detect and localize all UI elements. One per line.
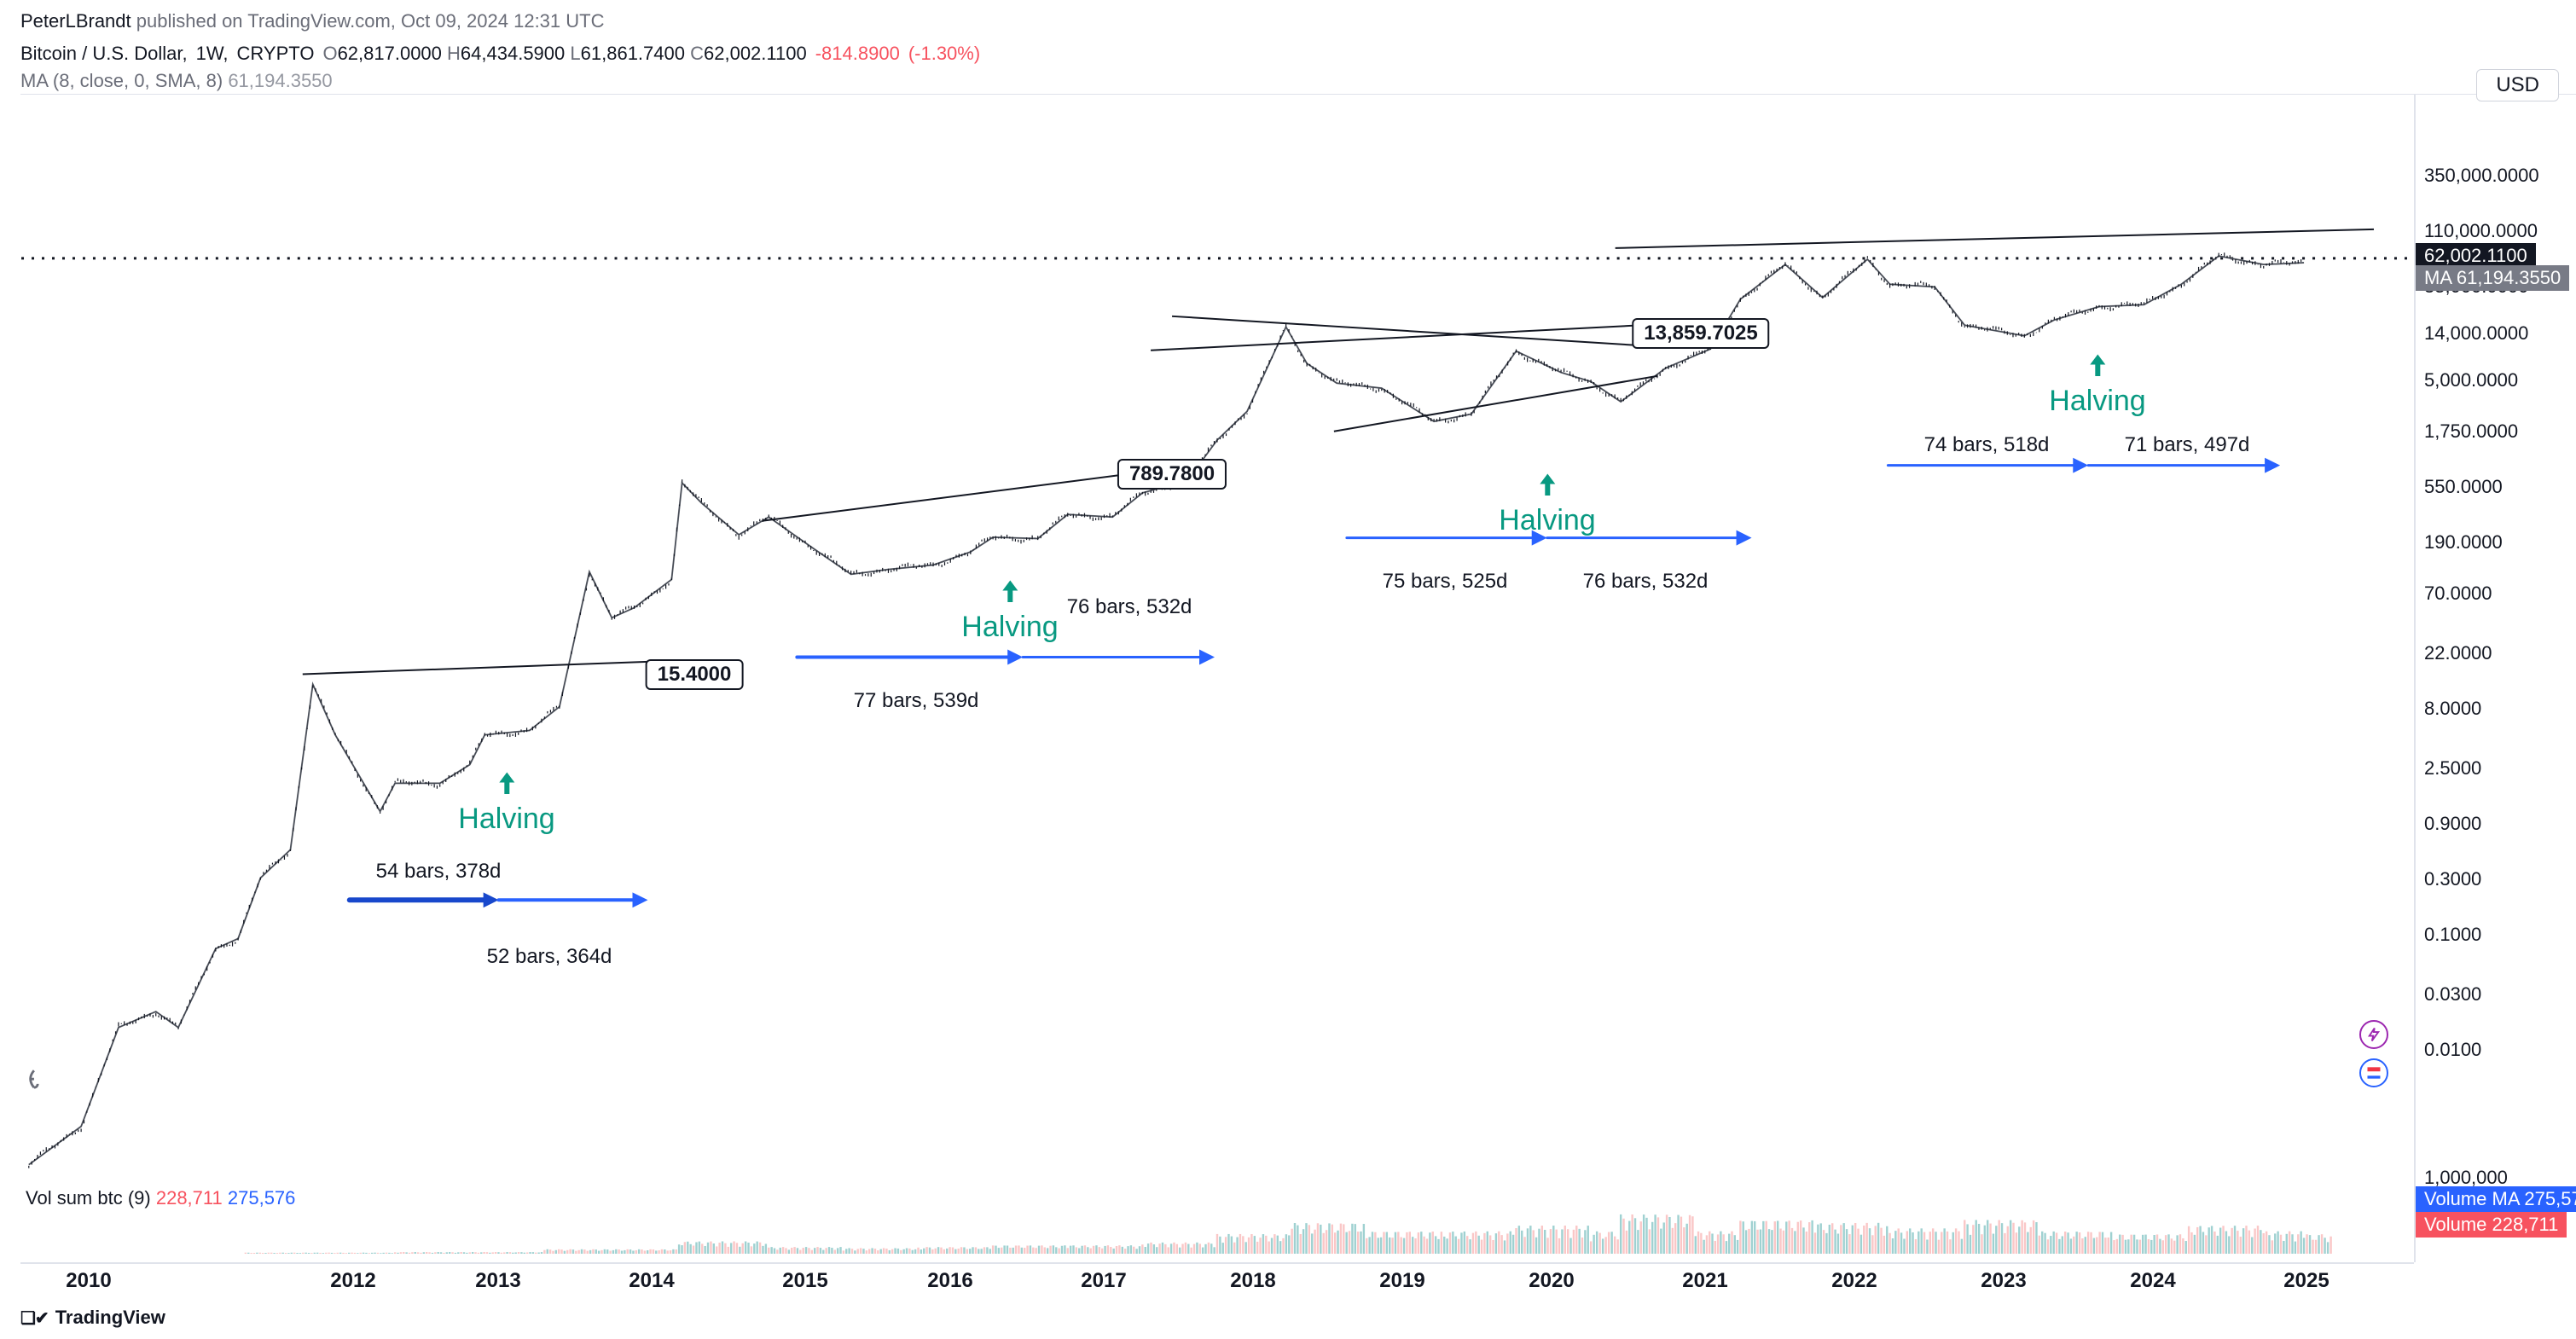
x-tick: 2024 <box>2130 1269 2175 1293</box>
price-plot[interactable]: Vol sum btc (9) 228,711 275,576 15.4000 7… <box>20 95 2414 1262</box>
vol-label: Vol sum btc (9) <box>26 1187 151 1209</box>
y-tick: 0.3000 <box>2424 868 2481 890</box>
price-tag: Volume MA 275,576 <box>2416 1186 2576 1212</box>
change: -814.8900 <box>815 43 900 65</box>
footer: ❏✔ TradingView <box>20 1307 165 1329</box>
bars-label: 52 bars, 364d <box>479 943 620 971</box>
y-tick: 0.0300 <box>2424 983 2481 1006</box>
bars-label: 54 bars, 378d <box>368 858 509 885</box>
flag-icon[interactable] <box>2359 1058 2388 1087</box>
flash-icon[interactable] <box>2359 1020 2388 1049</box>
y-tick: 1,750.0000 <box>2424 420 2518 443</box>
y-tick: 0.0100 <box>2424 1039 2481 1061</box>
y-tick: 550.0000 <box>2424 476 2503 498</box>
ma-label[interactable]: MA (8, close, 0, SMA, 8) <box>20 70 223 91</box>
price-box-label: 15.4000 <box>646 659 744 690</box>
ma-value: 61,194.3550 <box>228 70 332 91</box>
x-tick: 2018 <box>1230 1269 1275 1293</box>
y-axis[interactable]: USD 350,000.0000110,000.000035,000.00001… <box>2414 95 2576 1262</box>
x-tick: 2023 <box>1981 1269 2026 1293</box>
ma-row: MA (8, close, 0, SMA, 8) 61,194.3550 <box>0 68 2576 97</box>
vol-value-1: 228,711 <box>156 1187 223 1209</box>
y-tick: 110,000.0000 <box>2424 220 2538 242</box>
author: PeterLBrandt <box>20 10 131 32</box>
bars-label: 76 bars, 532d <box>1059 594 1200 621</box>
symbol-info-row: Bitcoin / U.S. Dollar, 1W, CRYPTO O62,81… <box>0 39 2576 68</box>
bars-label: 71 bars, 497d <box>2117 432 2258 459</box>
symbol-pair[interactable]: Bitcoin / U.S. Dollar, <box>20 43 188 65</box>
halving-marker: Halving <box>458 768 554 836</box>
x-tick: 2022 <box>1831 1269 1877 1293</box>
change-pct: (-1.30%) <box>908 43 980 65</box>
y-tick: 70.0000 <box>2424 583 2492 605</box>
x-tick: 2021 <box>1682 1269 1727 1293</box>
y-tick: 350,000.0000 <box>2424 165 2539 187</box>
bars-label: 74 bars, 518d <box>1917 432 2057 459</box>
vol-value-2: 275,576 <box>228 1187 296 1209</box>
published-on: published on TradingView.com, <box>136 10 396 32</box>
price-tag: Volume 228,711 <box>2416 1212 2567 1238</box>
y-tick: 22.0000 <box>2424 642 2492 664</box>
halving-marker: Halving <box>2049 351 2145 418</box>
x-tick: 2013 <box>475 1269 520 1293</box>
x-tick: 2015 <box>782 1269 827 1293</box>
chart-svg <box>20 95 2414 1262</box>
y-tick: 0.1000 <box>2424 924 2481 946</box>
y-tick: 0.9000 <box>2424 813 2481 835</box>
measure-tool-icon[interactable] <box>26 1067 55 1100</box>
x-tick: 2010 <box>66 1269 111 1293</box>
x-tick: 2016 <box>927 1269 972 1293</box>
x-tick: 2012 <box>330 1269 375 1293</box>
halving-marker: Halving <box>1499 470 1595 537</box>
y-tick: 190.0000 <box>2424 531 2503 554</box>
price-box-label: 789.7800 <box>1117 459 1227 490</box>
publish-header: PeterLBrandt published on TradingView.co… <box>0 0 2576 39</box>
halving-marker: Halving <box>961 577 1058 644</box>
x-tick: 2014 <box>629 1269 674 1293</box>
price-tag: MA 61,194.3550 <box>2416 265 2569 291</box>
y-tick: 14,000.0000 <box>2424 322 2528 345</box>
bars-label: 77 bars, 539d <box>846 687 987 715</box>
price-box-label: 13,859.7025 <box>1632 318 1769 349</box>
chart-area: Vol sum btc (9) 228,711 275,576 15.4000 7… <box>20 94 2576 1262</box>
volume-pane[interactable]: Vol sum btc (9) 228,711 275,576 <box>20 1203 2252 1262</box>
currency-button[interactable]: USD <box>2476 69 2559 101</box>
ohlc: O62,817.0000 H64,434.5900 L61,861.7400 C… <box>322 43 806 65</box>
x-axis[interactable]: 2010 2012 2013 2014 2015 2016 2017 2018 2019 2020… <box>20 1262 2414 1296</box>
tradingview-logo-icon: ❏✔ <box>20 1307 49 1329</box>
volume-header: Vol sum btc (9) 228,711 275,576 <box>26 1187 295 1209</box>
x-tick: 2019 <box>1379 1269 1424 1293</box>
brand[interactable]: TradingView <box>55 1307 165 1329</box>
x-tick: 2025 <box>2283 1269 2329 1293</box>
bars-label: 75 bars, 525d <box>1375 568 1516 595</box>
interval[interactable]: 1W, <box>196 43 229 65</box>
x-tick: 2017 <box>1081 1269 1126 1293</box>
bars-label: 76 bars, 532d <box>1575 568 1716 595</box>
y-tick: 2.5000 <box>2424 757 2481 780</box>
publish-timestamp: Oct 09, 2024 12:31 UTC <box>401 10 604 32</box>
x-tick: 2020 <box>1529 1269 1574 1293</box>
y-tick: 5,000.0000 <box>2424 369 2518 391</box>
exchange: CRYPTO <box>237 43 315 65</box>
y-tick: 8.0000 <box>2424 698 2481 720</box>
